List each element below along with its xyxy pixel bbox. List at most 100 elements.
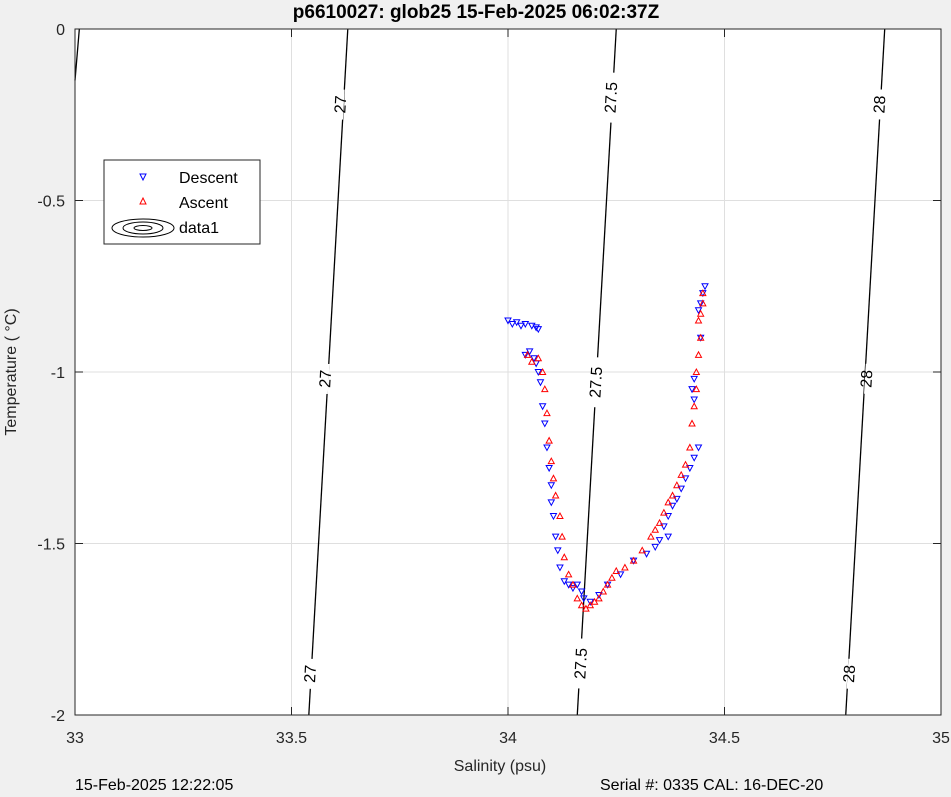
chart-title: p6610027: glob25 15-Feb-2025 06:02:37Z	[293, 2, 660, 23]
contour-line-edge	[74, 28, 80, 81]
contour-label: 28	[858, 369, 876, 388]
ascent-point	[694, 350, 703, 358]
ascent-point	[668, 491, 677, 499]
ascent-point	[573, 594, 582, 602]
contour-label-gap	[846, 658, 854, 689]
contour-label-gap	[864, 363, 871, 394]
contour-label: 27	[332, 95, 350, 114]
descent-point	[547, 482, 556, 490]
ascent-point	[651, 525, 660, 533]
ascent-point	[590, 597, 599, 605]
descent-point	[694, 307, 703, 315]
ascent-point	[690, 402, 699, 410]
ascent-point	[673, 481, 681, 489]
ascent-point	[677, 470, 686, 478]
ascent-point	[560, 553, 569, 561]
ascent-point	[549, 474, 558, 482]
descent-point	[504, 317, 512, 325]
x-axis-label: Salinity (psu)	[454, 758, 546, 775]
descent-point	[701, 283, 709, 291]
y-tick-label: -1	[51, 365, 65, 382]
descent-point	[556, 564, 564, 572]
descent-point	[688, 386, 696, 394]
descent-point	[521, 320, 530, 329]
legend-box	[103, 159, 261, 245]
descent-point	[690, 375, 699, 383]
descent-point	[579, 595, 588, 603]
x-tick-label: 33	[66, 730, 84, 747]
descent-point	[690, 396, 699, 404]
descent-point	[538, 403, 547, 411]
ascent-point	[692, 367, 701, 375]
descent-point	[560, 578, 569, 586]
ascent-point	[564, 570, 573, 578]
contour-label: 27	[302, 664, 320, 683]
ascent-point	[696, 333, 705, 341]
descent-point	[586, 598, 595, 606]
descent-point	[677, 485, 686, 493]
footer-serial: Serial #: 0335 CAL: 16-DEC-20	[600, 777, 823, 792]
contour-label: 28	[841, 664, 859, 683]
ascent-point	[621, 563, 629, 571]
descent-point	[508, 320, 517, 329]
contour-label: 27	[317, 369, 335, 388]
descent-point	[651, 543, 660, 551]
ascent-point	[686, 443, 694, 451]
legend-contour-icon	[111, 218, 175, 238]
contour-label: 27.5	[603, 81, 622, 113]
ascent-point	[577, 601, 586, 609]
descent-point	[660, 523, 668, 531]
ascent-point	[699, 299, 707, 307]
ascent-point	[664, 498, 673, 506]
contour-label-gap	[322, 363, 330, 394]
x-tick-label: 33.5	[276, 730, 307, 747]
descent-point	[673, 495, 681, 503]
descent-point	[664, 533, 673, 541]
ascent-point	[660, 508, 668, 516]
ascent-point	[551, 491, 560, 499]
descent-point	[512, 319, 521, 327]
ascent-point	[638, 546, 647, 554]
y-axis-ticks: 0 -0.5 -1 -1.5 -2	[37, 22, 941, 725]
ascent-point	[595, 594, 603, 602]
legend[interactable]: Descent Ascent data1	[103, 159, 261, 245]
y-tick-label: 0	[56, 22, 65, 39]
ascent-point	[545, 436, 553, 444]
footer-timestamp: 15-Feb-2025 12:22:05	[75, 777, 233, 792]
ascent-point	[523, 350, 532, 358]
descent-point	[686, 465, 694, 473]
descent-point	[573, 581, 582, 589]
ascent-point	[540, 385, 549, 393]
descent-point	[577, 588, 586, 596]
descent-point	[668, 502, 677, 510]
ascent-point	[547, 457, 556, 465]
descent-point	[549, 513, 558, 521]
descent-point	[540, 420, 549, 428]
ascent-point	[696, 309, 705, 317]
descent-point	[534, 369, 543, 377]
ascent-point	[647, 532, 655, 540]
ascent-point	[608, 573, 616, 581]
contour-label: 27.5	[587, 366, 606, 398]
descent-point	[551, 533, 560, 541]
descent-point	[530, 355, 538, 363]
contour-line-28	[845, 28, 886, 716]
descent-point	[664, 513, 673, 521]
contour-label-gap	[608, 72, 616, 123]
ascent-point	[629, 556, 638, 564]
legend-ascent-marker	[139, 196, 147, 205]
x-axis-ticks: 33 33.5 34 34.5 35	[66, 29, 950, 747]
descent-point	[536, 379, 545, 387]
contour-label-gap	[307, 658, 315, 689]
contour-label-gap	[337, 89, 345, 120]
y-tick-label: -1.5	[37, 537, 65, 554]
descent-point	[655, 537, 664, 545]
ascent-point	[527, 357, 536, 365]
x-tick-label: 35	[932, 730, 950, 747]
ascent-point	[558, 532, 566, 540]
ascent-point	[543, 409, 551, 417]
descent-point	[569, 585, 577, 593]
contour-label: 28	[871, 95, 889, 114]
ascent-point	[538, 367, 547, 375]
